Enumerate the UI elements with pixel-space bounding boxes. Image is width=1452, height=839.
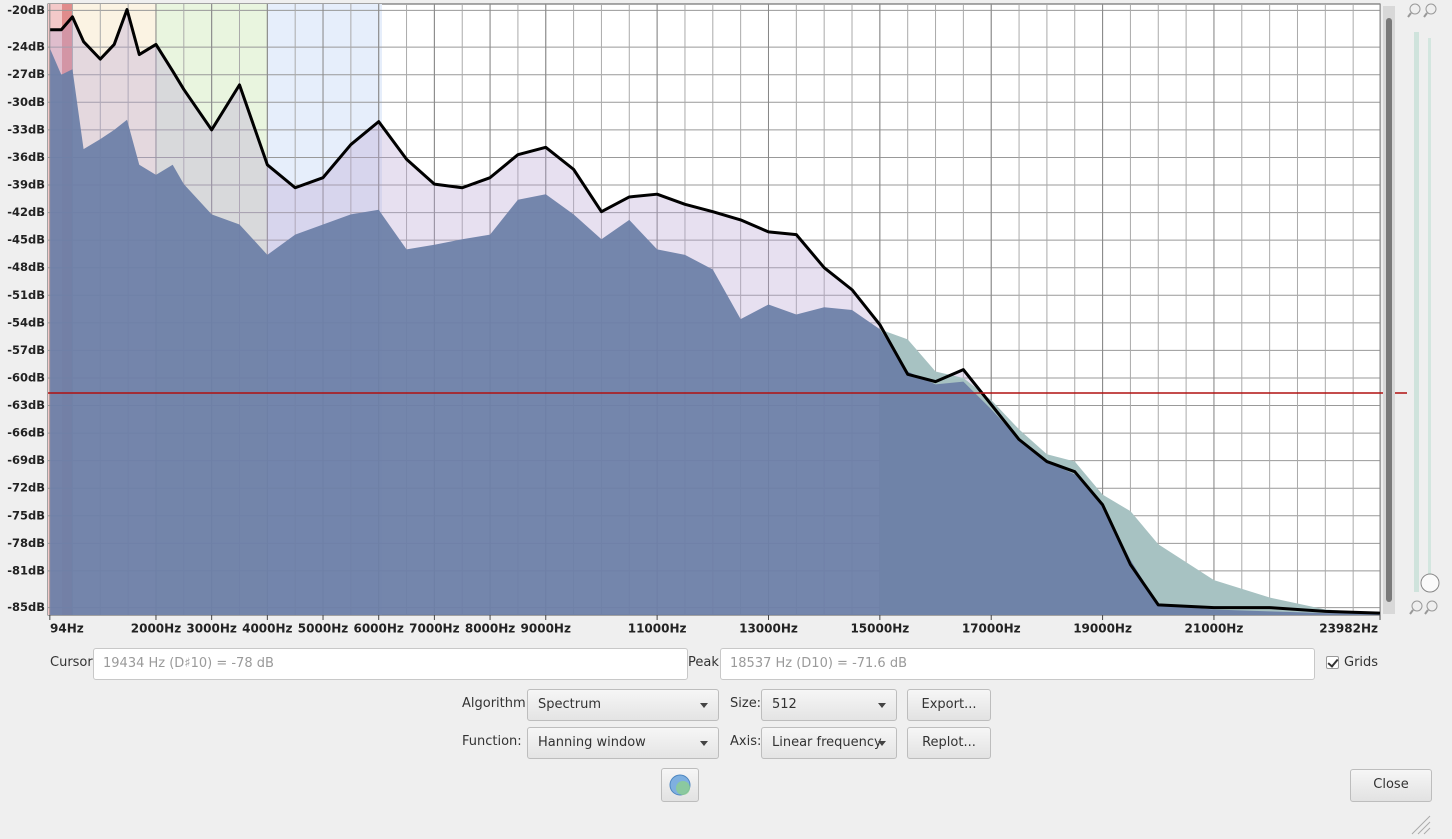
- y-tick-label: -24dB: [7, 40, 45, 54]
- x-tick-label: 21000Hz: [1185, 622, 1244, 636]
- y-tick-label: -36dB: [7, 150, 45, 164]
- function-label: Function:: [462, 734, 522, 749]
- y-tick-label: -42dB: [7, 205, 45, 219]
- y-tick-label: -27dB: [7, 67, 45, 81]
- y-tick-label: -30dB: [7, 95, 45, 109]
- close-button[interactable]: Close: [1350, 769, 1432, 802]
- algorithm-select[interactable]: Spectrum: [527, 689, 719, 721]
- x-tick-label: 3000Hz: [186, 622, 236, 636]
- function-select[interactable]: Hanning window: [527, 727, 719, 759]
- x-tick-label: 5000Hz: [298, 622, 348, 636]
- zoom-in-icon[interactable]: [1407, 3, 1437, 18]
- y-tick-label: -75dB: [7, 508, 45, 522]
- peak-field: 18537 Hz (D10) = -71.6 dB: [720, 648, 1315, 680]
- grids-checkbox[interactable]: [1326, 656, 1339, 669]
- export-button[interactable]: Export...: [907, 689, 991, 721]
- y-tick-label: -33dB: [7, 122, 45, 136]
- y-tick-label: -66dB: [7, 426, 45, 440]
- curves: [50, 8, 1380, 615]
- size-label: Size:: [730, 696, 762, 711]
- y-tick-label: -45dB: [7, 233, 45, 247]
- x-tick-label: 13000Hz: [739, 622, 798, 636]
- x-tick-label: 23982Hz: [1319, 622, 1378, 636]
- envelope-line: [50, 8, 1380, 615]
- algorithm-label: Algorithm:: [462, 696, 531, 711]
- y-tick-label: -48dB: [7, 260, 45, 274]
- x-tick-label: 17000Hz: [962, 622, 1021, 636]
- size-select[interactable]: 512: [761, 689, 897, 721]
- y-tick-label: -60dB: [7, 370, 45, 384]
- help-icon: [669, 774, 691, 796]
- axis-label: Axis:: [730, 734, 762, 749]
- x-tick-label: 19000Hz: [1073, 622, 1132, 636]
- y-tick-label: -78dB: [7, 536, 45, 550]
- help-button[interactable]: [661, 768, 699, 802]
- cursor-label: Cursor:: [50, 655, 97, 670]
- slider-knob[interactable]: [1420, 573, 1440, 593]
- peak-label: Peak:: [688, 655, 724, 670]
- x-tick-label: 11000Hz: [628, 622, 687, 636]
- slider-track: [1414, 32, 1419, 592]
- y-tick-label: -39dB: [7, 178, 45, 192]
- zoom-out-icon[interactable]: [1409, 600, 1438, 615]
- y-tick-label: -54dB: [7, 315, 45, 329]
- x-tick-label: 94Hz: [50, 622, 84, 636]
- y-tick-label: -81dB: [7, 563, 45, 577]
- y-tick-label: -63dB: [7, 398, 45, 412]
- y-tick-label: -69dB: [7, 453, 45, 467]
- x-tick-label: 6000Hz: [353, 622, 403, 636]
- x-tick-label: 9000Hz: [521, 622, 571, 636]
- spectrum-plot: -20dB -24dB -27dB -30dB -33dB -36dB -39dB -42dB…: [7, 3, 1440, 636]
- axis-select[interactable]: Linear frequency: [761, 727, 897, 759]
- x-tick-label: 8000Hz: [465, 622, 515, 636]
- replot-button[interactable]: Replot...: [907, 727, 991, 759]
- slider-track-2: [1428, 38, 1431, 590]
- x-tick-label: 4000Hz: [242, 622, 292, 636]
- axis-labels: -20dB -24dB -27dB -30dB -33dB -36dB -39dB -42dB…: [7, 3, 1381, 636]
- y-tick-label: -72dB: [7, 481, 45, 495]
- scrollbar-thumb[interactable]: [1386, 18, 1392, 602]
- spectrum-area: [50, 49, 1380, 615]
- y-tick-label: -51dB: [7, 288, 45, 302]
- x-tick-label: 2000Hz: [131, 622, 181, 636]
- cursor-field: 19434 Hz (D♯10) = -78 dB: [93, 648, 688, 680]
- y-tick-label: -57dB: [7, 343, 45, 357]
- y-tick-label: -20dB: [7, 3, 45, 17]
- x-tick-label: 7000Hz: [409, 622, 459, 636]
- grids-label[interactable]: Grids: [1344, 655, 1379, 670]
- resize-grip: [1411, 815, 1431, 835]
- x-tick-label: 15000Hz: [850, 622, 909, 636]
- y-tick-label: -85dB: [7, 600, 45, 614]
